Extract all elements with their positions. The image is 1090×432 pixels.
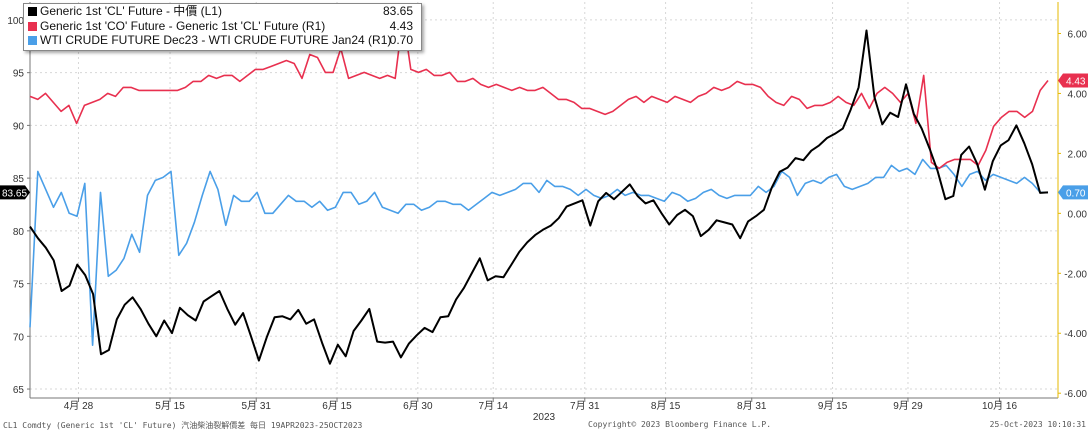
legend-item-cl1: Generic 1st 'CL' Future - 中價 (L1) 83.65 xyxy=(24,4,421,19)
legend-label: Generic 1st 'CO' Future - Generic 1st 'C… xyxy=(40,18,326,33)
y-left-tick-label: 65 xyxy=(13,385,25,396)
legend-item-brent-wti-spread: Generic 1st 'CO' Future - Generic 1st 'C… xyxy=(24,19,421,34)
y-right-tick-label: -2.00 xyxy=(1064,269,1087,280)
last-value-tag-label: 83.65 xyxy=(2,188,27,199)
last-value-tag-brent-wti-spread xyxy=(1058,73,1088,88)
y-left-tick-label: 100 xyxy=(7,16,24,27)
y-right-tick-label: 2.00 xyxy=(1068,149,1088,160)
x-tick-label: 6月 30 xyxy=(403,400,433,412)
legend: Generic 1st 'CL' Future - 中價 (L1) 83.65 … xyxy=(23,3,422,51)
y-right-tick-label: 6.00 xyxy=(1068,29,1088,40)
x-tick-label: 6月 15 xyxy=(322,400,352,412)
series-line-wti-calendar-spread xyxy=(29,158,1048,347)
y-right-tick-label: -6.00 xyxy=(1064,389,1087,400)
x-tick-label: 8月 31 xyxy=(737,400,767,412)
legend-value: 83.65 xyxy=(382,4,413,18)
x-tick-label: 8月 15 xyxy=(651,400,681,412)
legend-value: 4.43 xyxy=(389,18,413,33)
x-axis-label: 2023 xyxy=(533,412,556,423)
legend-swatch xyxy=(28,21,37,31)
x-tick-label: 5月 15 xyxy=(155,400,185,412)
x-tick-label: 9月 15 xyxy=(818,400,848,412)
footer-copyright: Copyright© 2023 Bloomberg Finance L.P. xyxy=(588,420,772,429)
y-right-tick-label: -4.00 xyxy=(1064,329,1087,340)
x-tick-label: 9月 29 xyxy=(893,400,923,412)
legend-label: Generic 1st 'CL' Future - 中價 (L1) xyxy=(40,4,222,18)
series-line-brent-wti-spread xyxy=(29,14,1049,170)
legend-value: 0.70 xyxy=(389,33,413,47)
x-tick-label: 7月 14 xyxy=(478,400,508,412)
y-right-tick-label: 4.00 xyxy=(1068,89,1088,100)
legend-swatch xyxy=(28,36,37,45)
series-line-cl1 xyxy=(29,29,1049,365)
last-value-tags: 83.65 4.43 0.70 xyxy=(0,73,1088,200)
legend-swatch xyxy=(28,7,37,16)
y-left-tick-label: 80 xyxy=(13,227,25,238)
y-left-tick-label: 90 xyxy=(13,121,25,132)
gridlines xyxy=(30,2,1058,398)
y-left-tick-label: 85 xyxy=(13,174,25,185)
legend-label: WTI CRUDE FUTURE Dec23 - WTI CRUDE FUTUR… xyxy=(40,33,392,47)
x-tick-label: 10月 16 xyxy=(982,400,1017,412)
x-tick-label: 7月 31 xyxy=(570,400,600,412)
y-left-tick-label: 95 xyxy=(13,69,25,80)
last-value-tag-label: 4.43 xyxy=(1066,77,1086,88)
last-value-tag-wti-calendar-spread xyxy=(1058,185,1088,200)
last-value-tag-label: 0.70 xyxy=(1066,188,1086,199)
x-tick-label: 4月 28 xyxy=(64,400,94,412)
last-value-tag-cl1 xyxy=(0,185,30,200)
y-left-tick-label: 70 xyxy=(13,332,25,343)
axes: 65 70 75 80 85 90 95 100 -6.00 -4.00 -2.00 0.00 2.00… xyxy=(7,2,1087,423)
y-left-tick-label: 75 xyxy=(13,280,25,291)
footer-source: CL1 Comdty (Generic 1st 'CL' Future) 汽油柴… xyxy=(3,421,363,430)
footer-timestamp: 25-Oct-2023 10:10:31 xyxy=(989,420,1086,429)
legend-item-wti-calendar-spread: WTI CRUDE FUTURE Dec23 - WTI CRUDE FUTUR… xyxy=(24,33,421,48)
series-lines xyxy=(29,14,1049,365)
x-tick-label: 5月 31 xyxy=(241,400,271,412)
y-right-tick-label: 0.00 xyxy=(1068,209,1088,220)
